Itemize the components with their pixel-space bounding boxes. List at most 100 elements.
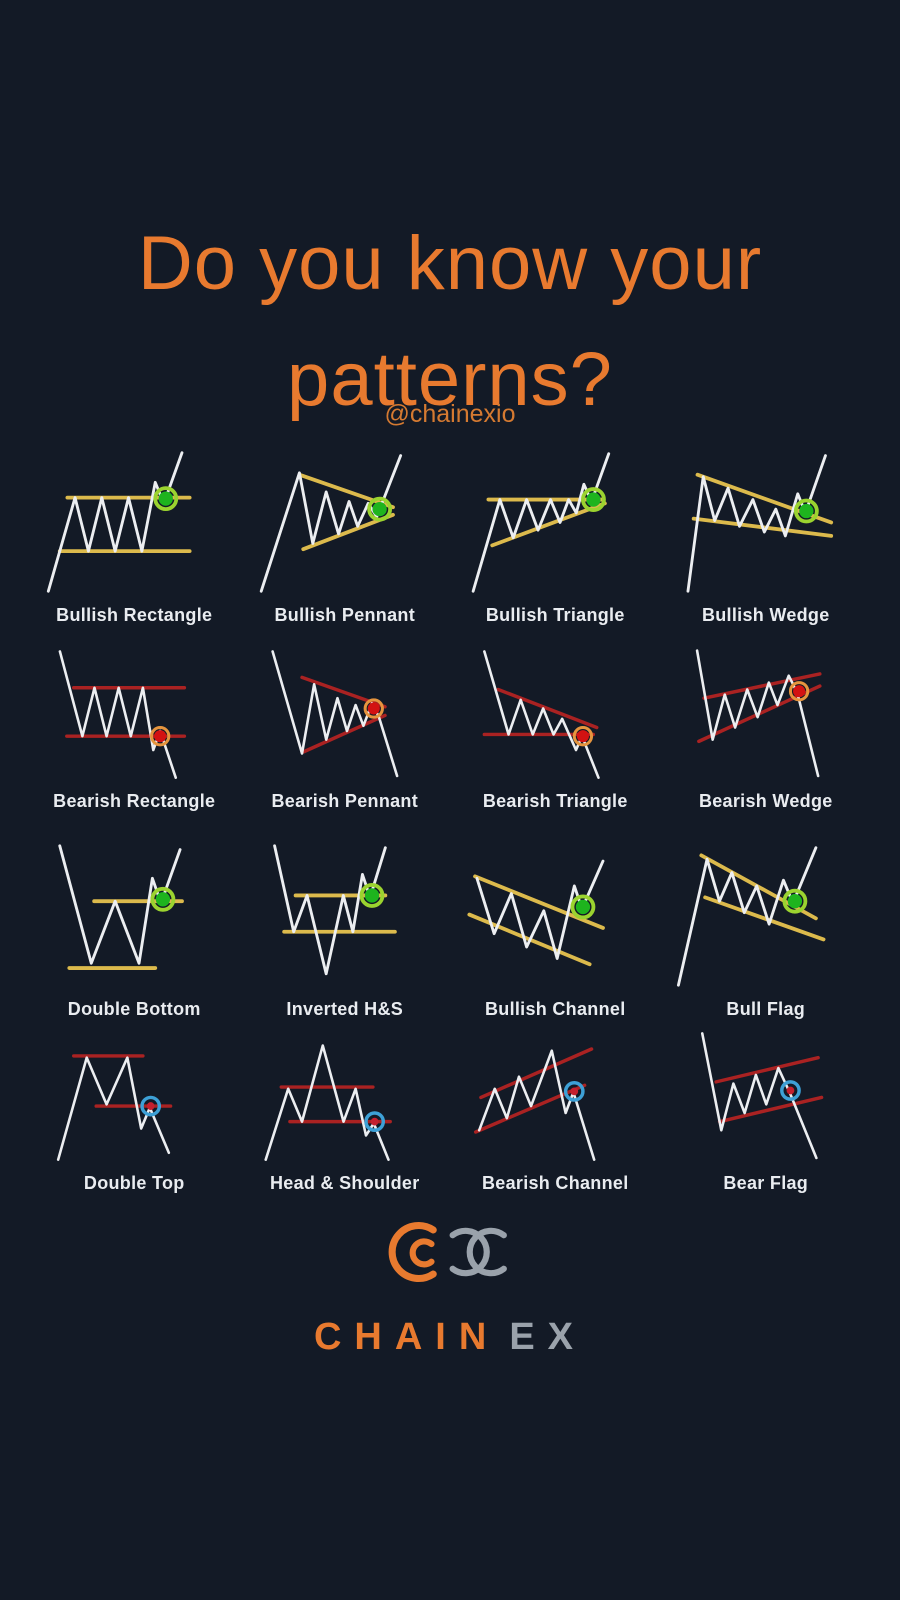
upper-trendline — [299, 675, 387, 709]
bullish-rectangle-drawing — [46, 451, 192, 593]
pattern-card-double-bottom: Double Bottom — [34, 842, 235, 1020]
pattern-label: Bullish Triangle — [485, 605, 625, 625]
logo-x-left-curve — [449, 1227, 490, 1277]
bullish-wedge-drawing — [686, 454, 833, 593]
pattern-card-bull-flag: Bull Flag — [666, 842, 867, 1020]
price-line — [46, 451, 184, 593]
pattern-card-bearish-rectangle: Bearish Rectangle — [34, 648, 235, 812]
pattern-row-4: Double Top Head & Shoulder — [34, 1030, 866, 1194]
page-title: Do you know your patterns? — [0, 206, 900, 438]
breakout-marker-green — [150, 886, 176, 912]
pattern-label: Bearish Wedge — [698, 791, 833, 811]
logo-outer-c — [388, 1222, 437, 1282]
double-bottom-drawing — [58, 844, 184, 970]
double-top-drawing — [56, 1054, 173, 1161]
logo-x-right-curve — [466, 1227, 507, 1277]
breakdown-marker-red — [788, 681, 809, 702]
pattern-card-bullish-channel: Bullish Channel — [455, 842, 656, 1020]
pattern-label: Bearish Triangle — [482, 791, 628, 811]
breakdown-marker-blue-ring — [140, 1095, 162, 1117]
price-line — [483, 650, 600, 779]
breakdown-marker-blue-ring — [779, 1080, 801, 1101]
bearish-wedge-drawing — [695, 649, 822, 778]
head-and-shoulder-drawing — [263, 1044, 392, 1161]
brand-chain: CHAIN — [313, 1316, 500, 1358]
bull-flag-drawing — [676, 846, 825, 987]
social-handle: @chainexio — [384, 400, 516, 428]
pattern-label: Double Top — [83, 1173, 185, 1193]
pattern-label: Bullish Wedge — [701, 605, 830, 625]
bearish-rectangle-drawing — [58, 650, 187, 779]
breakout-marker-green — [570, 894, 596, 920]
breakdown-marker-red — [363, 698, 384, 719]
pattern-label: Inverted H&S — [286, 999, 404, 1019]
pattern-label: Bearish Pennant — [271, 791, 419, 811]
breakout-marker-green — [153, 486, 179, 512]
pattern-label: Bullish Channel — [484, 999, 626, 1019]
bear-flag-drawing — [700, 1032, 823, 1160]
bullish-channel-drawing — [467, 859, 605, 967]
pattern-card-bullish-rectangle: Bullish Rectangle — [34, 448, 235, 626]
rising-support-line — [490, 501, 607, 548]
pattern-card-inverted-hs: Inverted H&S — [245, 842, 446, 1020]
bearish-triangle-drawing — [482, 650, 600, 779]
breakout-marker-green — [359, 883, 384, 908]
price-line — [272, 844, 387, 976]
price-line — [676, 846, 817, 987]
pattern-label: Bearish Rectangle — [53, 791, 216, 811]
pattern-card-bearish-channel: Bearish Channel — [455, 1030, 656, 1194]
chainex-logo-icon — [388, 1222, 507, 1282]
bullish-triangle-drawing — [471, 452, 611, 593]
pattern-row-2: Bearish Rectangle Bearish Pennant — [34, 648, 866, 812]
pattern-card-bullish-triangle: Bullish Triangle — [455, 448, 656, 626]
upper-trendline — [297, 472, 395, 510]
pattern-card-bearish-pennant: Bearish Pennant — [245, 648, 446, 812]
price-line — [263, 1044, 390, 1161]
upper-channel-line — [473, 874, 605, 930]
lower-flag-line — [717, 1095, 823, 1124]
upper-flag-line — [713, 1055, 820, 1084]
title-line-1: Do you know your — [137, 221, 763, 306]
bullish-pennant-drawing — [259, 454, 402, 593]
inverted-head-and-shoulders-drawing — [272, 844, 397, 976]
title-line-2: patterns? — [287, 337, 613, 422]
pattern-card-double-top: Double Top — [34, 1030, 235, 1194]
pattern-label: Bull Flag — [726, 999, 806, 1019]
breakout-marker-green — [793, 498, 819, 524]
pattern-label: Bearish Channel — [481, 1173, 629, 1193]
breakdown-marker-blue-ring — [563, 1081, 585, 1102]
upper-channel-line — [479, 1047, 594, 1100]
breakout-marker-green — [366, 496, 392, 522]
price-line — [471, 452, 611, 593]
pattern-card-bullish-wedge: Bullish Wedge — [666, 448, 867, 626]
pattern-row-1: Bullish Rectangle Bullish Pennant — [34, 448, 866, 626]
falling-resistance-line — [496, 687, 599, 730]
pattern-row-3: Double Bottom Inverted H&S — [34, 842, 866, 1020]
bearish-channel-drawing — [473, 1047, 596, 1161]
brand-ex: EX — [509, 1316, 587, 1358]
breakout-marker-green — [781, 888, 807, 914]
pattern-label: Bear Flag — [723, 1173, 809, 1193]
pattern-label: Head & Shoulder — [269, 1173, 420, 1193]
pattern-card-bear-flag: Bear Flag — [666, 1030, 867, 1194]
pattern-card-head-and-shoulder: Head & Shoulder — [245, 1030, 446, 1194]
logo-inner-c — [409, 1238, 435, 1268]
pattern-label: Bullish Rectangle — [56, 605, 213, 625]
bearish-pennant-drawing — [270, 650, 398, 778]
pattern-label: Bullish Pennant — [274, 605, 415, 625]
breakout-marker-green — [581, 487, 606, 512]
price-line — [259, 454, 402, 593]
breakdown-marker-red — [150, 726, 171, 747]
lower-trendline — [301, 713, 387, 754]
price-line — [270, 650, 398, 778]
pattern-card-bearish-wedge: Bearish Wedge — [666, 648, 867, 812]
pattern-card-bearish-triangle: Bearish Triangle — [455, 648, 656, 812]
pattern-label: Double Bottom — [67, 999, 201, 1019]
price-line — [695, 649, 819, 778]
brand-wordmark: CHAIN EX — [0, 1316, 900, 1359]
lower-flag-line — [702, 895, 825, 942]
upper-trendline — [701, 672, 822, 700]
price-line — [686, 454, 827, 593]
breakdown-marker-blue-ring — [363, 1111, 385, 1133]
